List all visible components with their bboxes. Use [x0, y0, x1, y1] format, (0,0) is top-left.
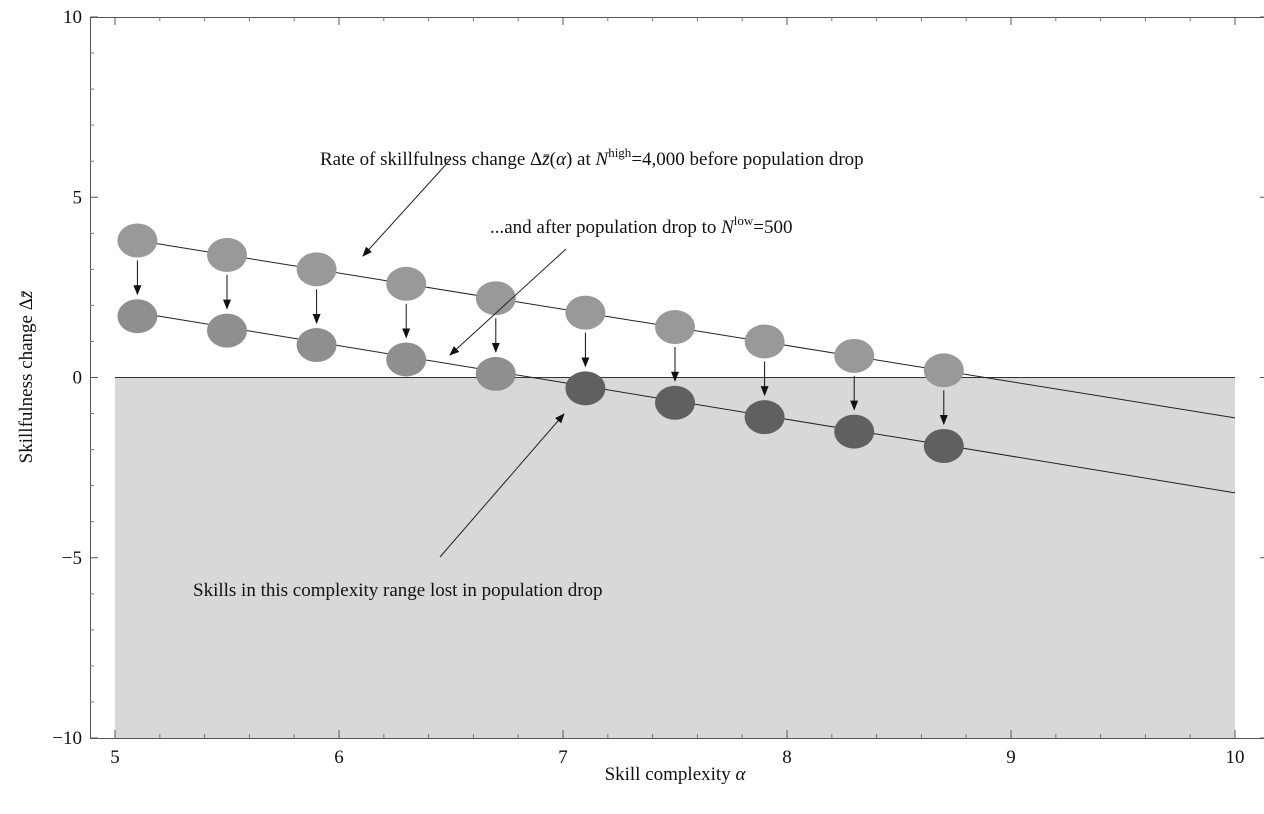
annotation-lost: Skills in this complexity range lost in …	[193, 580, 603, 601]
tick-labels: 5 6 7 8 9 10 −10 −5 0 5 10	[52, 7, 1244, 768]
point-high	[117, 223, 158, 258]
tick-marks	[90, 16, 1264, 739]
x-tick-label: 7	[558, 747, 568, 768]
x-tick-label: 6	[334, 747, 344, 768]
annotation-low-arrow	[449, 248, 567, 356]
y-tick-label: −5	[62, 548, 82, 569]
point-low	[475, 356, 516, 391]
points-high	[117, 223, 964, 388]
x-tick-label: 8	[782, 747, 792, 768]
y-tick-label: −10	[52, 728, 82, 749]
point-high	[475, 281, 516, 316]
y-axis-title: Skillfulness change Δz̄	[16, 290, 37, 463]
annotation-high-arrow	[362, 159, 451, 257]
shaded-loss-region	[115, 377, 1235, 738]
annotation-high: Rate of skillfulness change Δz̄(α) at Nh…	[320, 145, 864, 170]
y-tick-label: 10	[63, 7, 82, 28]
point-low	[296, 328, 337, 363]
point-high	[655, 310, 695, 345]
point-high	[834, 338, 875, 373]
point-low	[117, 299, 158, 334]
annotation-lost-arrow	[439, 413, 565, 558]
x-tick-label: 5	[110, 747, 120, 768]
x-tick-label: 10	[1226, 747, 1245, 768]
points-low	[117, 299, 964, 463]
point-high	[386, 266, 427, 301]
annotation-low: ...and after population drop to Nlow=500	[490, 213, 793, 238]
y-tick-label: 5	[73, 187, 83, 208]
point-low	[834, 414, 875, 449]
drop-arrows	[133, 260, 948, 425]
point-low	[386, 342, 427, 377]
point-high	[923, 353, 964, 388]
point-low	[655, 385, 695, 420]
point-low	[923, 428, 964, 463]
point-high	[565, 295, 606, 330]
y-tick-label: 0	[73, 368, 83, 389]
point-high	[207, 237, 247, 272]
x-axis-title: Skill complexity α	[605, 764, 747, 785]
point-high	[296, 252, 337, 287]
point-low	[744, 400, 785, 435]
point-high	[744, 324, 785, 359]
point-low	[207, 313, 247, 348]
point-low	[565, 371, 606, 406]
x-tick-label: 9	[1006, 747, 1016, 768]
